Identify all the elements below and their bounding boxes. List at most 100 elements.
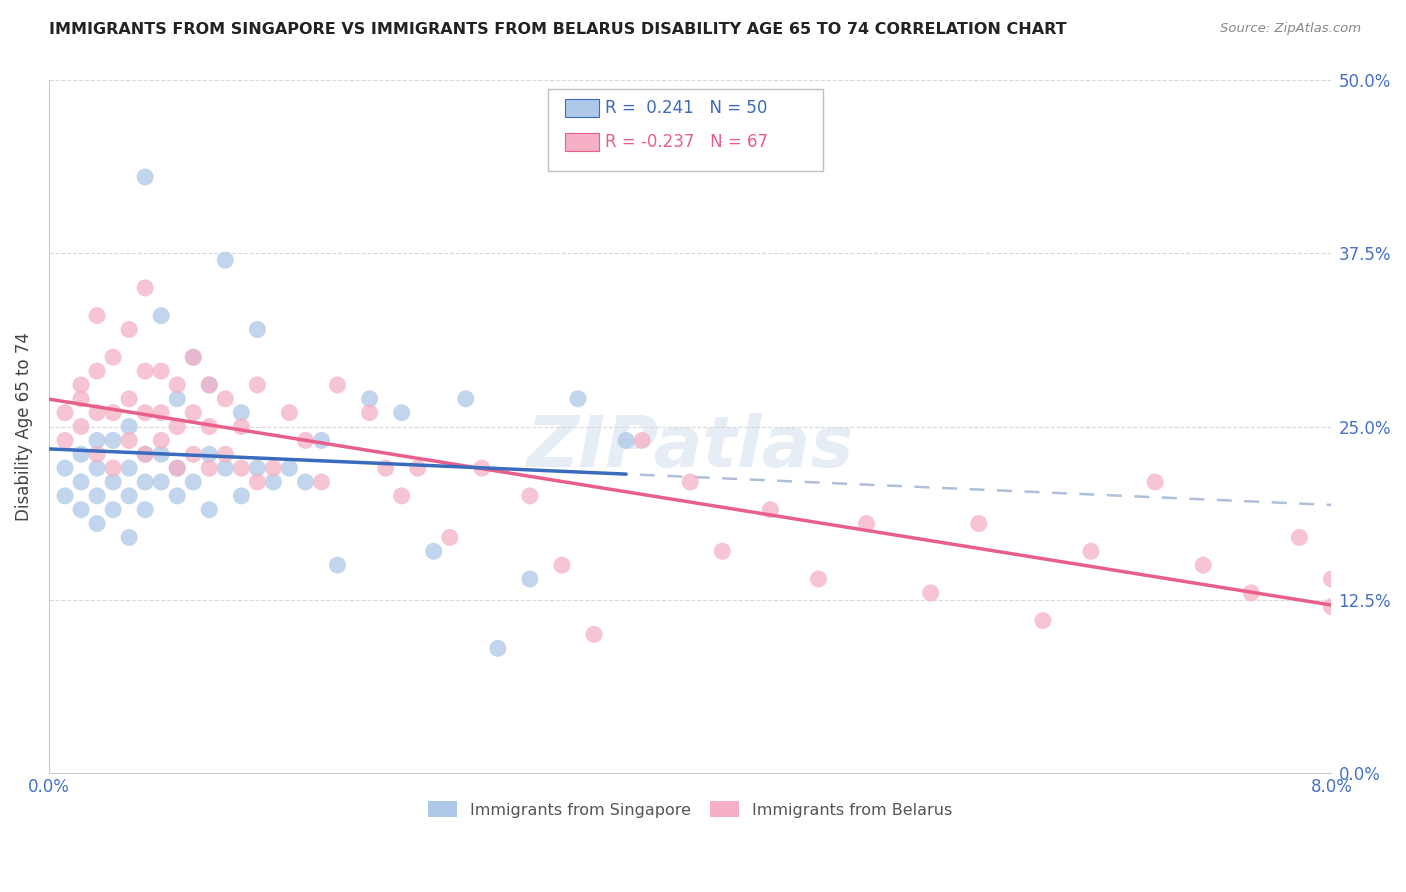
Immigrants from Belarus [406, 461, 429, 475]
Immigrants from Belarus [391, 489, 413, 503]
Immigrants from Singapore [86, 516, 108, 531]
Immigrants from Belarus [1288, 530, 1310, 544]
Immigrants from Singapore [134, 169, 156, 184]
Immigrants from Singapore [231, 406, 253, 420]
Immigrants from Singapore [118, 461, 141, 475]
Immigrants from Belarus [311, 475, 333, 489]
Immigrants from Singapore [278, 461, 301, 475]
Immigrants from Belarus [326, 378, 349, 392]
Immigrants from Belarus [86, 309, 108, 323]
Immigrants from Belarus [920, 586, 942, 600]
Text: R =  0.241   N = 50: R = 0.241 N = 50 [605, 99, 766, 117]
Immigrants from Singapore [86, 434, 108, 448]
Immigrants from Belarus [679, 475, 702, 489]
Immigrants from Singapore [101, 475, 124, 489]
Immigrants from Belarus [214, 447, 236, 461]
Immigrants from Belarus [166, 461, 188, 475]
Immigrants from Singapore [359, 392, 381, 406]
Immigrants from Belarus [855, 516, 877, 531]
Immigrants from Belarus [150, 434, 173, 448]
Text: IMMIGRANTS FROM SINGAPORE VS IMMIGRANTS FROM BELARUS DISABILITY AGE 65 TO 74 COR: IMMIGRANTS FROM SINGAPORE VS IMMIGRANTS … [49, 22, 1067, 37]
Immigrants from Belarus [70, 419, 93, 434]
Immigrants from Singapore [214, 253, 236, 268]
Immigrants from Belarus [198, 461, 221, 475]
Immigrants from Singapore [150, 447, 173, 461]
Immigrants from Belarus [70, 378, 93, 392]
Immigrants from Belarus [70, 392, 93, 406]
Immigrants from Singapore [150, 475, 173, 489]
Immigrants from Belarus [807, 572, 830, 586]
Immigrants from Singapore [262, 475, 284, 489]
Immigrants from Belarus [86, 364, 108, 378]
Immigrants from Singapore [422, 544, 444, 558]
Immigrants from Belarus [711, 544, 734, 558]
Immigrants from Singapore [101, 434, 124, 448]
Immigrants from Belarus [181, 447, 204, 461]
Immigrants from Singapore [53, 461, 76, 475]
Immigrants from Belarus [967, 516, 990, 531]
Immigrants from Belarus [53, 406, 76, 420]
Immigrants from Belarus [231, 419, 253, 434]
Immigrants from Singapore [326, 558, 349, 573]
Immigrants from Belarus [246, 378, 269, 392]
Immigrants from Singapore [454, 392, 477, 406]
Immigrants from Belarus [278, 406, 301, 420]
Immigrants from Singapore [118, 419, 141, 434]
Immigrants from Belarus [166, 378, 188, 392]
Immigrants from Belarus [150, 406, 173, 420]
Immigrants from Belarus [246, 475, 269, 489]
Immigrants from Singapore [198, 502, 221, 516]
Immigrants from Belarus [1032, 614, 1054, 628]
Immigrants from Singapore [166, 461, 188, 475]
Text: R = -0.237   N = 67: R = -0.237 N = 67 [605, 133, 768, 151]
Immigrants from Belarus [118, 322, 141, 336]
Immigrants from Singapore [486, 641, 509, 656]
Immigrants from Singapore [214, 461, 236, 475]
Immigrants from Belarus [101, 461, 124, 475]
Immigrants from Belarus [101, 406, 124, 420]
Immigrants from Singapore [166, 489, 188, 503]
Immigrants from Belarus [198, 378, 221, 392]
Immigrants from Belarus [551, 558, 574, 573]
Immigrants from Belarus [439, 530, 461, 544]
Immigrants from Belarus [1192, 558, 1215, 573]
Immigrants from Belarus [262, 461, 284, 475]
Immigrants from Singapore [86, 489, 108, 503]
Immigrants from Belarus [294, 434, 316, 448]
Immigrants from Belarus [118, 392, 141, 406]
Immigrants from Singapore [53, 489, 76, 503]
Immigrants from Singapore [118, 489, 141, 503]
Immigrants from Singapore [181, 475, 204, 489]
Immigrants from Belarus [181, 350, 204, 364]
Immigrants from Singapore [70, 502, 93, 516]
Immigrants from Belarus [134, 447, 156, 461]
Immigrants from Singapore [311, 434, 333, 448]
Immigrants from Belarus [1080, 544, 1102, 558]
Immigrants from Singapore [134, 475, 156, 489]
Immigrants from Belarus [471, 461, 494, 475]
Immigrants from Belarus [134, 406, 156, 420]
Immigrants from Singapore [519, 572, 541, 586]
Immigrants from Belarus [759, 502, 782, 516]
Immigrants from Belarus [118, 434, 141, 448]
Immigrants from Belarus [1240, 586, 1263, 600]
Immigrants from Belarus [231, 461, 253, 475]
Immigrants from Singapore [181, 350, 204, 364]
Immigrants from Singapore [70, 475, 93, 489]
Immigrants from Singapore [86, 461, 108, 475]
Immigrants from Belarus [86, 447, 108, 461]
Immigrants from Belarus [359, 406, 381, 420]
Immigrants from Belarus [101, 350, 124, 364]
Immigrants from Singapore [198, 447, 221, 461]
Immigrants from Belarus [134, 364, 156, 378]
Immigrants from Belarus [1320, 572, 1343, 586]
Immigrants from Singapore [134, 502, 156, 516]
Immigrants from Belarus [150, 364, 173, 378]
Y-axis label: Disability Age 65 to 74: Disability Age 65 to 74 [15, 332, 32, 521]
Immigrants from Singapore [246, 322, 269, 336]
Immigrants from Belarus [198, 419, 221, 434]
Immigrants from Belarus [1144, 475, 1167, 489]
Immigrants from Belarus [582, 627, 605, 641]
Text: ZIPatlas: ZIPatlas [526, 413, 853, 482]
Immigrants from Singapore [391, 406, 413, 420]
